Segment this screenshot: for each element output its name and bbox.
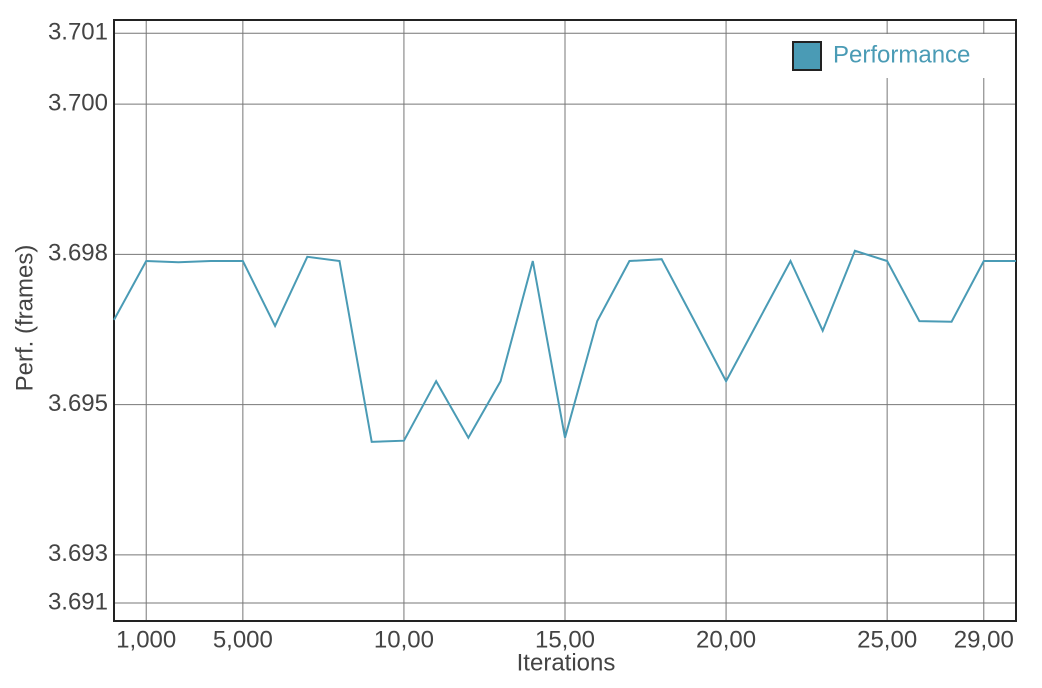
y-tick-label: 3.700 (48, 89, 108, 116)
x-tick-label: 15,00 (535, 626, 595, 653)
x-tick-label: 10,00 (374, 626, 434, 653)
y-tick-label: 3.698 (48, 240, 108, 267)
plot-frame (113, 19, 1017, 622)
x-tick-label: 20,00 (696, 626, 756, 653)
y-axis-label: Perf. (frames) (11, 245, 38, 392)
data-line (113, 249, 1016, 443)
legend-swatch (792, 41, 822, 71)
x-tick-label: 29,00 (954, 626, 1014, 653)
legend-label: Performance (833, 41, 970, 68)
legend-bg (787, 34, 999, 78)
x-axis-label: Iterations (517, 649, 616, 676)
x-tick-label: 5,000 (213, 626, 273, 653)
y-tick-label: 3.695 (48, 390, 108, 417)
y-tick-label: 3.691 (48, 588, 108, 615)
y-tick-label: 3.701 (48, 19, 108, 46)
x-tick-label: 1,000 (116, 626, 176, 653)
y-tick-label: 3.693 (48, 540, 108, 567)
x-tick-label: 25,00 (857, 626, 917, 653)
